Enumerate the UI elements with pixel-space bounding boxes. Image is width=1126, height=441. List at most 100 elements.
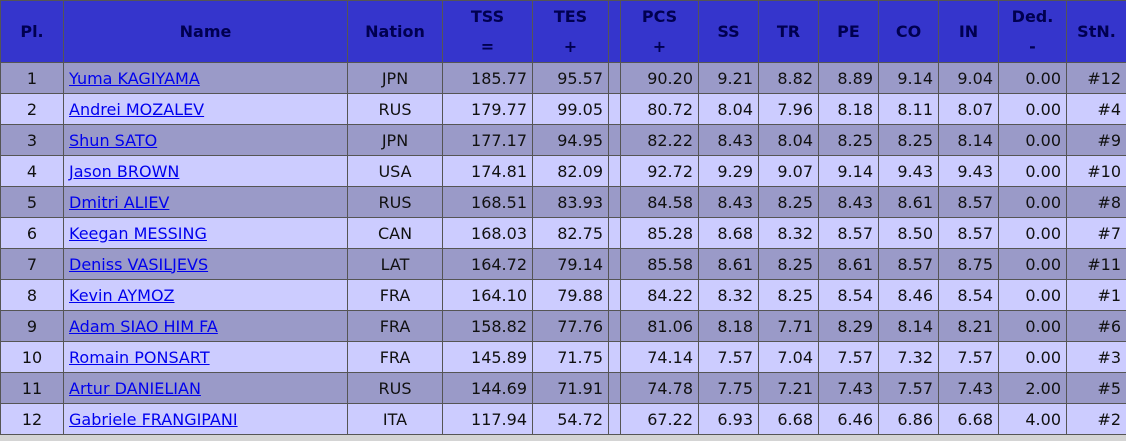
nation: RUS bbox=[347, 372, 443, 404]
tr: 8.25 bbox=[758, 279, 819, 311]
co: 7.32 bbox=[878, 341, 939, 373]
place: 7 bbox=[0, 248, 64, 280]
spacer-cell bbox=[608, 372, 621, 404]
column-header: TR bbox=[758, 0, 819, 63]
start-number: #12 bbox=[1066, 62, 1126, 94]
name-cell: Jason BROWN bbox=[63, 155, 348, 187]
tes: 83.93 bbox=[532, 186, 609, 218]
pcs: 85.58 bbox=[620, 248, 699, 280]
skater-link[interactable]: Deniss VASILJEVS bbox=[69, 254, 209, 274]
in: 7.43 bbox=[938, 372, 999, 404]
skater-link[interactable]: Kevin AYMOZ bbox=[69, 285, 175, 305]
header-label: PCS bbox=[641, 6, 678, 26]
result-row: 8 Kevin AYMOZ FRA 164.10 79.88 84.22 8.32 8.25 8… bbox=[0, 279, 1126, 311]
skater-link[interactable]: Yuma KAGIYAMA bbox=[69, 68, 200, 88]
tss: 185.77 bbox=[442, 62, 533, 94]
co: 8.61 bbox=[878, 186, 939, 218]
header-operator: + bbox=[563, 36, 578, 56]
header-label: Pl. bbox=[20, 21, 44, 41]
nation: RUS bbox=[347, 93, 443, 125]
result-row: 9 Adam SIAO HIM FA FRA 158.82 77.76 81.06 8.18… bbox=[0, 310, 1126, 342]
skater-link[interactable]: Keegan MESSING bbox=[69, 223, 207, 243]
name-cell: Romain PONSART bbox=[63, 341, 348, 373]
header-label: StN. bbox=[1077, 21, 1116, 41]
pe: 7.43 bbox=[818, 372, 879, 404]
skater-link[interactable]: Romain PONSART bbox=[69, 347, 210, 367]
tes: 82.09 bbox=[532, 155, 609, 187]
header-row: Pl. Name Nation TSS = TES + PCS + SS TR PE CO IN Ded. -… bbox=[0, 0, 1126, 63]
spacer-cell bbox=[608, 310, 621, 342]
header-operator: - bbox=[1029, 36, 1036, 56]
pe: 8.29 bbox=[818, 310, 879, 342]
pcs: 84.22 bbox=[620, 279, 699, 311]
header-label: CO bbox=[895, 21, 922, 41]
column-header: TSS = bbox=[442, 0, 533, 63]
nation: CAN bbox=[347, 217, 443, 249]
tr: 7.96 bbox=[758, 93, 819, 125]
tes: 71.75 bbox=[532, 341, 609, 373]
header-operator: + bbox=[652, 36, 667, 56]
column-header: CO bbox=[878, 0, 939, 63]
skater-link[interactable]: Artur DANIELIAN bbox=[69, 378, 201, 398]
nation: JPN bbox=[347, 62, 443, 94]
skater-link[interactable]: Gabriele FRANGIPANI bbox=[69, 409, 238, 429]
spacer-cell bbox=[608, 93, 621, 125]
co: 7.57 bbox=[878, 372, 939, 404]
in: 9.04 bbox=[938, 62, 999, 94]
pcs: 74.14 bbox=[620, 341, 699, 373]
nation: RUS bbox=[347, 186, 443, 218]
skater-link[interactable]: Jason BROWN bbox=[69, 161, 180, 181]
ss: 8.43 bbox=[698, 186, 759, 218]
header-label: SS bbox=[717, 21, 740, 41]
name-cell: Adam SIAO HIM FA bbox=[63, 310, 348, 342]
nation: FRA bbox=[347, 341, 443, 373]
tss: 144.69 bbox=[442, 372, 533, 404]
pcs: 82.22 bbox=[620, 124, 699, 156]
skater-link[interactable]: Dmitri ALIEV bbox=[69, 192, 170, 212]
result-row: 5 Dmitri ALIEV RUS 168.51 83.93 84.58 8.43 8.25… bbox=[0, 186, 1126, 218]
deductions: 0.00 bbox=[998, 62, 1067, 94]
ss: 7.57 bbox=[698, 341, 759, 373]
ss: 8.32 bbox=[698, 279, 759, 311]
nation: USA bbox=[347, 155, 443, 187]
skater-link[interactable]: Andrei MOZALEV bbox=[69, 99, 205, 119]
tr: 7.21 bbox=[758, 372, 819, 404]
tss: 158.82 bbox=[442, 310, 533, 342]
place: 1 bbox=[0, 62, 64, 94]
result-row: 1 Yuma KAGIYAMA JPN 185.77 95.57 90.20 9.21 8.8… bbox=[0, 62, 1126, 94]
name-cell: Kevin AYMOZ bbox=[63, 279, 348, 311]
place: 12 bbox=[0, 403, 64, 435]
in: 6.68 bbox=[938, 403, 999, 435]
result-row: 10 Romain PONSART FRA 145.89 71.75 74.14 7.57 7… bbox=[0, 341, 1126, 373]
tss: 117.94 bbox=[442, 403, 533, 435]
ss: 7.75 bbox=[698, 372, 759, 404]
tr: 8.82 bbox=[758, 62, 819, 94]
tr: 8.25 bbox=[758, 248, 819, 280]
ss: 9.29 bbox=[698, 155, 759, 187]
co: 8.50 bbox=[878, 217, 939, 249]
tr: 6.68 bbox=[758, 403, 819, 435]
tss: 168.03 bbox=[442, 217, 533, 249]
ss: 8.18 bbox=[698, 310, 759, 342]
deductions: 0.00 bbox=[998, 186, 1067, 218]
spacer-cell bbox=[608, 62, 621, 94]
skater-link[interactable]: Adam SIAO HIM FA bbox=[69, 316, 218, 336]
in: 8.54 bbox=[938, 279, 999, 311]
header-label: TES bbox=[553, 6, 588, 26]
tes: 79.14 bbox=[532, 248, 609, 280]
name-cell: Artur DANIELIAN bbox=[63, 372, 348, 404]
skater-link[interactable]: Shun SATO bbox=[69, 130, 158, 150]
tr: 8.04 bbox=[758, 124, 819, 156]
nation: FRA bbox=[347, 310, 443, 342]
header-label: Name bbox=[179, 21, 232, 41]
name-cell: Shun SATO bbox=[63, 124, 348, 156]
tes: 94.95 bbox=[532, 124, 609, 156]
tss: 177.17 bbox=[442, 124, 533, 156]
name-cell: Andrei MOZALEV bbox=[63, 93, 348, 125]
start-number: #7 bbox=[1066, 217, 1126, 249]
deductions: 0.00 bbox=[998, 310, 1067, 342]
co: 8.46 bbox=[878, 279, 939, 311]
pe: 7.57 bbox=[818, 341, 879, 373]
table-body: 1 Yuma KAGIYAMA JPN 185.77 95.57 90.20 9.21 8.8… bbox=[0, 62, 1126, 435]
